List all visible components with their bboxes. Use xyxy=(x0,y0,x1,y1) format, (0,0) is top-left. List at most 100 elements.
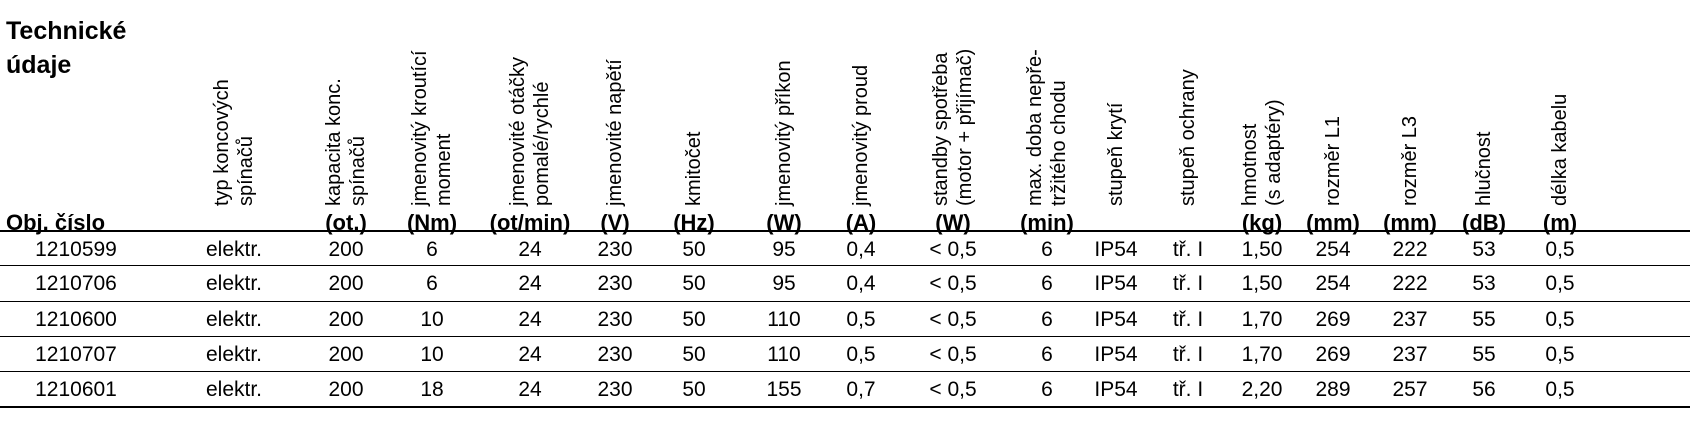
table-cell: 200 xyxy=(328,343,364,366)
column-header-label: jmenovitý proud xyxy=(849,65,873,206)
column-header-line: spínačů xyxy=(347,135,369,206)
table-cell: IP54 xyxy=(1094,238,1138,261)
column-header-line: rozměr L3 xyxy=(1399,115,1421,206)
row-divider xyxy=(0,301,1690,302)
table-cell: 230 xyxy=(597,343,633,366)
column-header-line: pomalé/rychlé xyxy=(531,81,553,206)
table-cell: 6 xyxy=(1041,238,1053,261)
column-header: jmenovité napětí xyxy=(575,0,655,210)
table-cell: 289 xyxy=(1315,378,1351,401)
column-header-line: jmenovité otáčky xyxy=(507,57,529,206)
column-header-label: kapacita konc. spínačů xyxy=(322,78,370,206)
column-header: délka kabelu xyxy=(1520,0,1600,210)
column-header: hmotnost (s adaptéry) xyxy=(1222,0,1302,210)
table-cell: 24 xyxy=(518,272,542,295)
column-header-line: standby spotřeba xyxy=(930,52,952,206)
table-cell: 53 xyxy=(1472,272,1496,295)
column-header-line: kmitočet xyxy=(683,131,705,206)
table-cell: 230 xyxy=(597,378,633,401)
table-cell: < 0,5 xyxy=(929,378,977,401)
table-cell: 110 xyxy=(767,343,801,366)
table-cell: elektr. xyxy=(205,308,263,331)
table-cell: 10 xyxy=(420,308,444,331)
column-header-line: jmenovité napětí xyxy=(604,59,626,206)
table-cell: elektr. xyxy=(205,238,263,261)
table-cell: IP54 xyxy=(1094,272,1138,295)
column-header-label: jmenovité napětí xyxy=(603,59,627,206)
table-cell: IP54 xyxy=(1094,343,1138,366)
table-cell: 269 xyxy=(1315,308,1351,331)
table-cell: 24 xyxy=(518,308,542,331)
order-number-cell: 1210706 xyxy=(35,272,117,295)
order-number-cell: 1210707 xyxy=(35,343,117,366)
table-cell: 10 xyxy=(420,343,444,366)
column-header: kapacita konc. spínačů xyxy=(306,0,386,210)
table-cell: tř. I xyxy=(1172,272,1204,295)
table-cell: 24 xyxy=(518,343,542,366)
column-header-line: tržitého chodu xyxy=(1048,80,1070,206)
table-cell: 200 xyxy=(328,272,364,295)
column-header: standby spotřeba (motor + přijímač) xyxy=(913,0,993,210)
table-cell: 56 xyxy=(1472,378,1496,401)
column-header: jmenovitý kroutící moment xyxy=(392,0,472,210)
table-cell: 6 xyxy=(1041,343,1053,366)
table-cell: 6 xyxy=(1041,308,1053,331)
table-cell: 1,50 xyxy=(1241,238,1283,261)
column-header: max. doba nepře-tržitého chodu xyxy=(1007,0,1087,210)
table-cell: 18 xyxy=(420,378,444,401)
table-cell: < 0,5 xyxy=(929,343,977,366)
table-cell: elektr. xyxy=(205,343,263,366)
table-row: 1210599 elektr. 200 6 24 230 50 95 0,4 < 0,5 6 IP54… xyxy=(0,232,1690,268)
table-title-line: Technické xyxy=(6,17,127,45)
table-cell: 0,7 xyxy=(846,378,876,401)
table-cell: 222 xyxy=(1392,272,1428,295)
column-header-line: stupeň krytí xyxy=(1105,102,1127,206)
column-header: rozměr L1 xyxy=(1293,0,1373,210)
table-cell: 0,5 xyxy=(1545,272,1575,295)
column-header-label: kmitočet xyxy=(682,132,706,206)
row-divider xyxy=(0,336,1690,337)
column-header-line: délka kabelu xyxy=(1549,93,1571,206)
table-cell: 1,70 xyxy=(1241,308,1283,331)
column-header-line: jmenovitý kroutící xyxy=(409,50,431,206)
column-header-label: hlučnost xyxy=(1472,132,1496,207)
column-header-label: max. doba nepře-tržitého chodu xyxy=(1023,49,1071,206)
column-header: typ koncových spínačů xyxy=(194,0,274,210)
column-header-line: spínačů xyxy=(235,135,257,206)
column-header-line: moment xyxy=(433,133,455,206)
table-cell: 24 xyxy=(518,238,542,261)
column-header-label: jmenovitý příkon xyxy=(772,60,796,206)
table-cell: 2,20 xyxy=(1241,378,1283,401)
table-row: 1210601 elektr. 200 18 24 230 50 155 0,7 < 0,5 6 IP… xyxy=(0,372,1690,408)
table-cell: 50 xyxy=(682,378,706,401)
table-cell: 0,5 xyxy=(1545,238,1575,261)
column-header: jmenovitý příkon xyxy=(744,0,824,210)
column-header: hlučnost xyxy=(1444,0,1524,210)
table-cell: 222 xyxy=(1392,238,1428,261)
table-cell: 110 xyxy=(767,308,801,331)
column-header: stupeň krytí xyxy=(1076,0,1156,210)
table-cell: elektr. xyxy=(205,272,263,295)
table-row: 1210600 elektr. 200 10 24 230 50 110 0,5 < 0,5 6 IP… xyxy=(0,302,1690,338)
table-cell: 254 xyxy=(1315,238,1351,261)
table-cell: 254 xyxy=(1315,272,1351,295)
table-cell: < 0,5 xyxy=(929,238,977,261)
table-cell: 0,5 xyxy=(846,343,876,366)
table-row: 1210707 elektr. 200 10 24 230 50 110 0,5 < 0,5 6 IP… xyxy=(0,337,1690,373)
table-cell: 95 xyxy=(772,238,796,261)
table-cell: < 0,5 xyxy=(929,272,977,295)
table-cell: 6 xyxy=(426,238,438,261)
table-cell: 0,4 xyxy=(846,272,876,295)
order-number-cell: 1210601 xyxy=(35,378,117,401)
column-header-line: typ koncových xyxy=(211,79,233,206)
row-divider xyxy=(0,265,1690,266)
table-cell: 200 xyxy=(328,378,364,401)
table-cell: 1,50 xyxy=(1241,272,1283,295)
table-cell: IP54 xyxy=(1094,378,1138,401)
column-header: jmenovitý proud xyxy=(821,0,901,210)
column-header: kmitočet xyxy=(654,0,734,210)
table-cell: 0,5 xyxy=(1545,308,1575,331)
order-number-cell: 1210599 xyxy=(35,238,117,261)
table-cell: 230 xyxy=(597,238,633,261)
